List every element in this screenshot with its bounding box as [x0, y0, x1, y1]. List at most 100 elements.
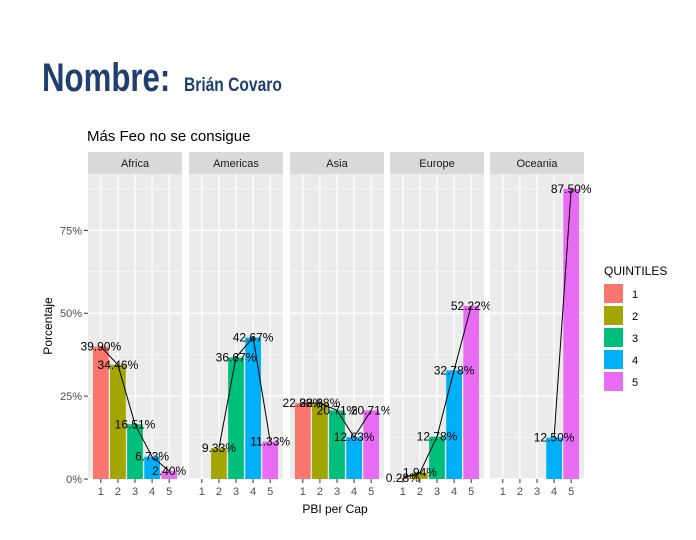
data-label: 1.94%	[403, 466, 437, 480]
x-tick-label: 4	[451, 486, 457, 498]
data-label: 36.67%	[216, 350, 257, 364]
bar	[262, 441, 279, 479]
facet-panels: 0% 25% 50% 75% Africa 39.90% 34.46% 16.51% 6.73%…	[60, 152, 592, 498]
heading-label: Nombre:	[42, 56, 171, 100]
data-label: 2.40%	[152, 464, 186, 478]
trend-line	[100, 346, 170, 472]
bar	[429, 436, 445, 479]
data-label: 34.46%	[98, 358, 139, 372]
bar	[412, 472, 428, 479]
trend-line	[218, 336, 271, 449]
data-label: 42.67%	[233, 331, 274, 345]
facet-strip	[490, 152, 584, 174]
facet-strip	[290, 152, 384, 174]
facet-strip	[189, 152, 283, 174]
y-tick-label: 50%	[60, 308, 82, 320]
facet-strip-label: Oceania	[517, 158, 559, 170]
facet-strip-label: Asia	[326, 158, 348, 170]
x-tick-label: 5	[568, 486, 574, 498]
legend: QUINTILES 1 2 3 4 5	[604, 264, 667, 391]
bar	[211, 448, 227, 479]
bar	[92, 346, 109, 479]
data-label: 22.88%	[282, 396, 323, 410]
x-tick-label: 1	[400, 486, 406, 498]
x-tick-label: 3	[132, 486, 138, 498]
x-tick-label: 2	[417, 486, 423, 498]
legend-label: 3	[632, 333, 638, 345]
legend-swatch	[604, 350, 623, 369]
bar	[294, 403, 311, 479]
x-tick-label: 2	[317, 486, 323, 498]
bar	[127, 424, 143, 479]
facet-strip	[88, 152, 182, 174]
bar	[346, 437, 362, 479]
facet-strip	[390, 152, 484, 174]
bar	[161, 471, 178, 479]
data-label: 9.33%	[202, 441, 236, 455]
x-tick-label: 3	[534, 486, 540, 498]
bar	[563, 188, 580, 480]
facet-americas: Americas 9.33% 36.67% 42.67% 11.33% 1 2 3 4 5	[189, 152, 290, 498]
data-label: 12.50%	[534, 431, 575, 445]
legend-swatch	[604, 284, 623, 303]
x-tick-label: 5	[267, 486, 273, 498]
bar	[144, 456, 160, 479]
legend-title: QUINTILES	[604, 264, 667, 278]
bar	[446, 370, 462, 479]
x-tick-label: 1	[98, 486, 104, 498]
x-tick-label: 5	[368, 486, 374, 498]
legend-swatch	[604, 372, 623, 391]
x-tick-label: 4	[351, 486, 357, 498]
x-tick-label: 5	[166, 486, 172, 498]
facet-africa: Africa 39.90% 34.46% 16.51% 6.73%2.40% 1 2 3 4 5	[80, 152, 187, 498]
x-tick-label: 4	[250, 486, 256, 498]
facet-strip-label: Americas	[213, 158, 259, 170]
bar	[394, 478, 411, 479]
trend-line	[402, 305, 472, 479]
facet-strip-label: Europe	[419, 158, 454, 170]
bar	[546, 437, 562, 479]
legend-swatch	[604, 328, 623, 347]
y-axis-label: Porcentaje	[41, 297, 55, 355]
bar	[245, 337, 261, 479]
x-tick-label: 5	[468, 486, 474, 498]
chart-title: Más Feo no se consigue	[87, 128, 250, 145]
bar	[363, 410, 380, 479]
x-tick-label: 4	[149, 486, 155, 498]
x-tick-label: 1	[199, 486, 205, 498]
facet-europe: Europe 0.28%1.94% 12.78% 32.78% 52.22% 1 2 3 4 5	[386, 152, 492, 498]
legend-label: 4	[632, 355, 638, 367]
trend-line	[553, 188, 572, 438]
legend-swatch	[604, 306, 623, 325]
data-label: 12.63%	[334, 430, 375, 444]
y-tick-label: 75%	[60, 225, 82, 237]
legend-label: 5	[632, 377, 638, 389]
author-name: Brián Covaro	[184, 75, 283, 96]
x-tick-label: 3	[334, 486, 340, 498]
data-label: 22.88%	[300, 396, 341, 410]
x-tick-label: 1	[300, 486, 306, 498]
facet-oceania: Oceania 12.50% 87.50% 1 2 3 4 5	[490, 152, 592, 498]
data-label: 16.51%	[115, 417, 156, 431]
data-label: 39.90%	[80, 340, 121, 354]
data-label: 87.50%	[551, 182, 592, 196]
data-label: 20.71%	[351, 403, 392, 417]
bar	[463, 305, 480, 479]
x-tick-label: 2	[115, 486, 121, 498]
legend-label: 1	[632, 289, 638, 301]
page-heading: Nombre: Brián Covaro	[42, 56, 304, 101]
x-tick-label: 3	[233, 486, 239, 498]
y-tick-label: 25%	[60, 391, 82, 403]
bar	[228, 357, 244, 479]
data-label: 11.33%	[250, 434, 290, 448]
x-tick-label: 3	[434, 486, 440, 498]
bar	[110, 364, 126, 479]
x-tick-label: 4	[551, 486, 557, 498]
data-label: 20.71%	[317, 403, 358, 417]
facet-strip-label: Africa	[121, 158, 150, 170]
x-tick-label: 1	[500, 486, 506, 498]
data-label: 0.28%	[386, 471, 420, 485]
y-tick-label: 0%	[66, 474, 82, 486]
